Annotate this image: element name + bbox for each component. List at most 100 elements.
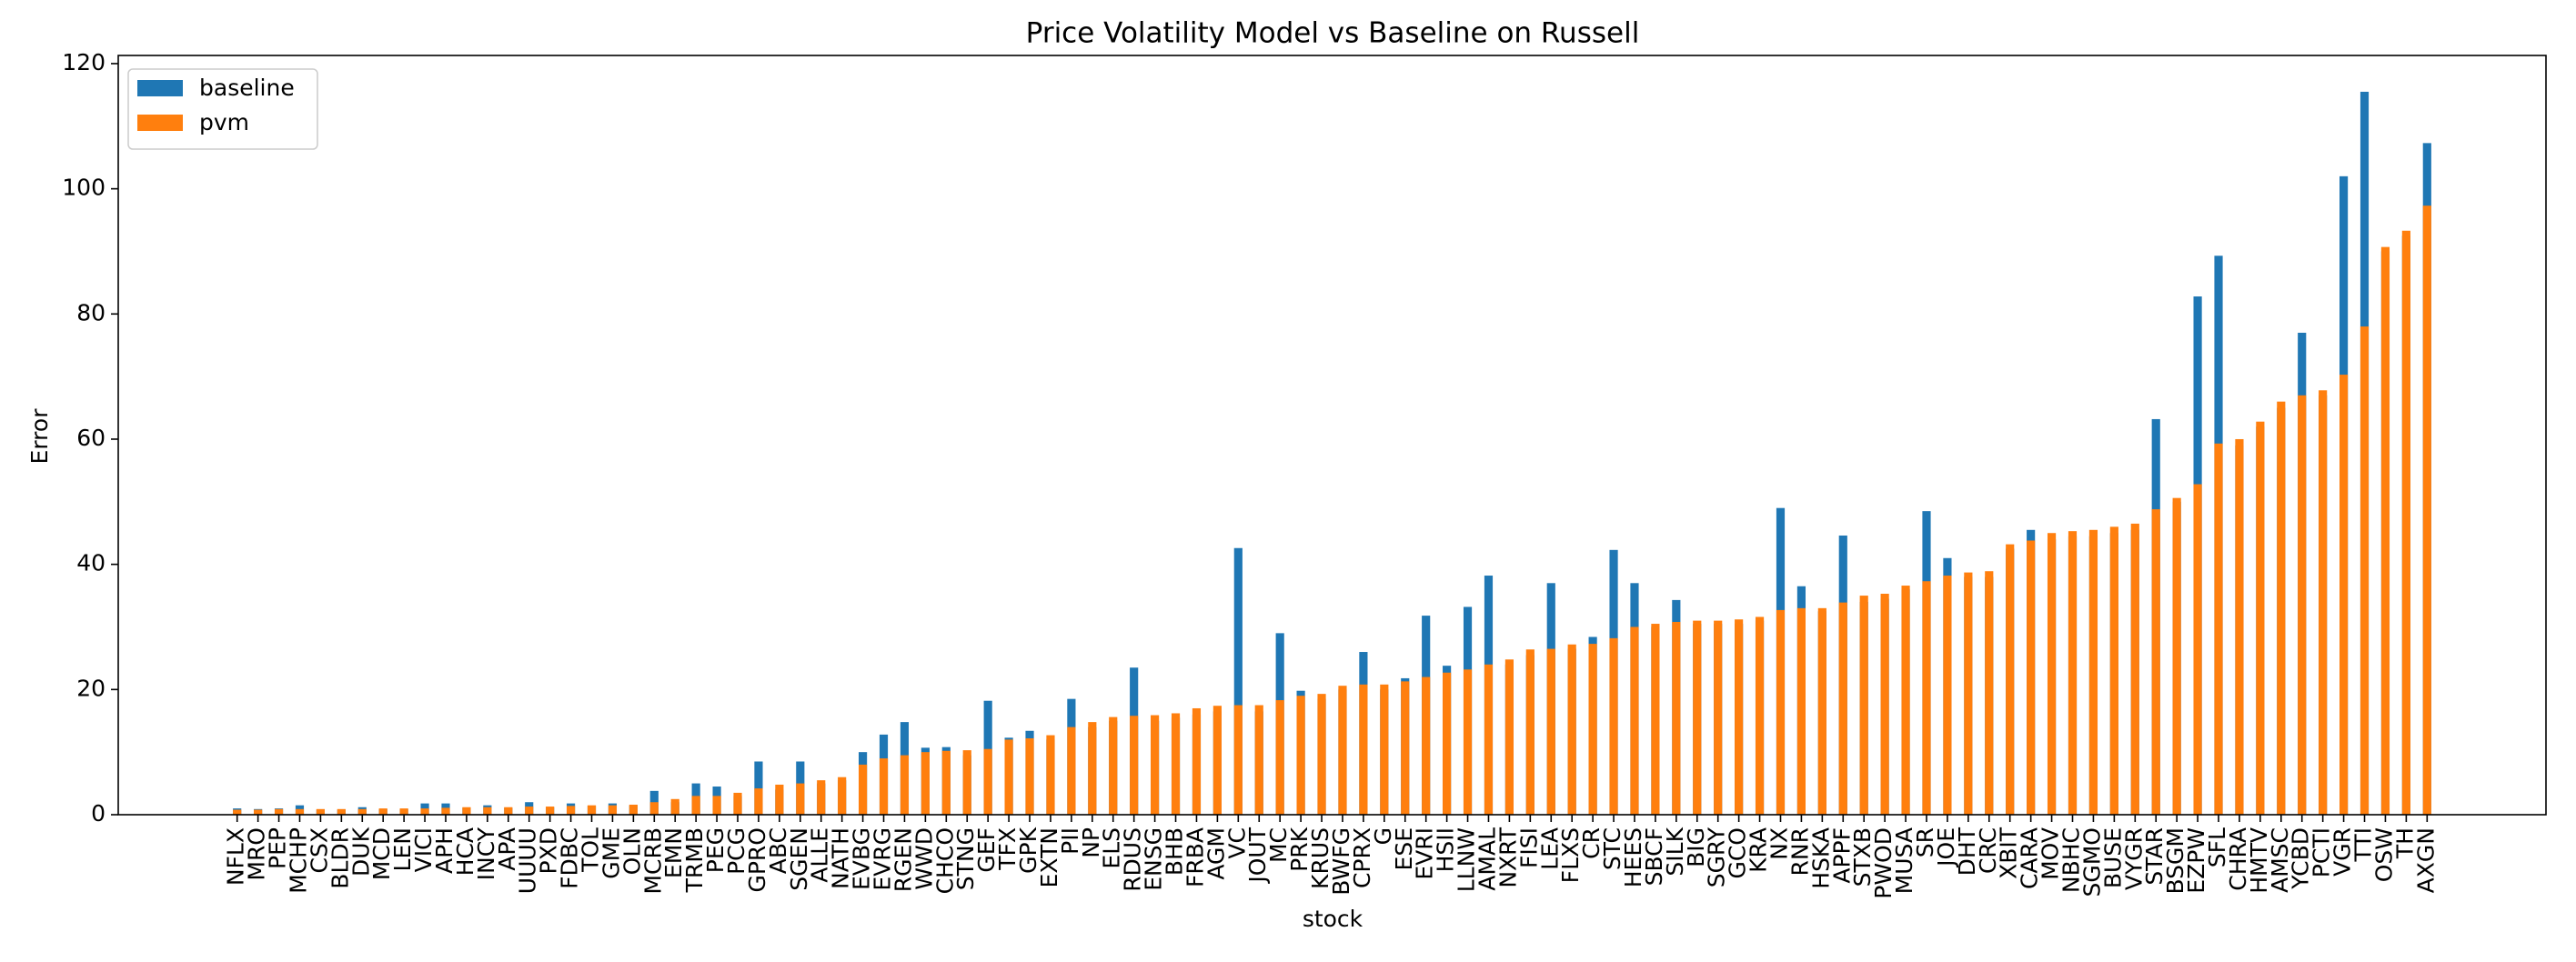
x-tick-label: CR: [1578, 827, 1605, 859]
x-tick-label: SFL: [2204, 827, 2230, 867]
bar: [608, 805, 618, 815]
x-tick-label: APA: [494, 827, 520, 871]
bar: [962, 750, 971, 815]
x-tick-label: NX: [1766, 827, 1792, 860]
bar: [1359, 684, 1368, 815]
x-tick-label: GPRO: [744, 827, 770, 893]
bar: [1463, 669, 1473, 815]
bar: [2214, 443, 2223, 815]
x-tick-label: HMTV: [2246, 827, 2272, 894]
bar: [420, 808, 429, 815]
bar: [838, 777, 847, 815]
x-tick-label: STC: [1599, 827, 1625, 870]
x-tick-label: ELS: [1099, 827, 1125, 869]
x-tick-label: CSX: [306, 827, 332, 873]
bar: [1380, 684, 1389, 815]
bar: [378, 808, 387, 815]
x-tick-label: XBIT: [1996, 827, 2022, 879]
bar: [483, 807, 492, 815]
bar: [1651, 624, 1660, 815]
x-tick-label: DUK: [347, 827, 374, 877]
axes-frame: [117, 55, 2547, 816]
x-tick-label: OSW: [2370, 827, 2397, 882]
plot-area: 020406080100120NFLXMROPEPMCHPCSXBLDRDUKM…: [62, 49, 2439, 899]
x-tick-label: TH: [2391, 827, 2418, 859]
x-tick-label: INCY: [473, 827, 499, 880]
y-tick-label: 80: [76, 299, 106, 326]
x-tick-label: RGEN: [890, 827, 916, 892]
bar: [546, 807, 555, 815]
x-tick-label: FDBC: [557, 827, 583, 889]
bar: [1046, 735, 1055, 815]
bar: [1484, 664, 1494, 815]
bar: [900, 755, 910, 815]
x-tick-label: HSKA: [1807, 827, 1834, 889]
bar: [2380, 246, 2390, 815]
bar: [1817, 607, 1826, 815]
x-tick-label: CARA: [2017, 827, 2043, 889]
y-tick-label: 120: [62, 49, 106, 75]
bar: [1233, 547, 1243, 815]
x-tick-label: KRA: [1746, 827, 1772, 873]
x-tick-label: ALLE: [807, 827, 833, 883]
bar: [462, 807, 471, 815]
x-tick-label: STXB: [1849, 827, 1876, 887]
bar: [1588, 644, 1597, 815]
x-tick-label: NP: [1078, 827, 1104, 858]
x-tick-label: EVRI: [1412, 827, 1438, 880]
x-tick-label: NFLX: [223, 827, 249, 886]
x-tick-label: SBCF: [1641, 827, 1667, 886]
x-tick-label: LLNW: [1454, 827, 1480, 892]
bar: [754, 761, 763, 815]
bar: [1546, 648, 1555, 815]
y-axis-label: Error: [26, 408, 53, 465]
x-tick-label: OLN: [619, 827, 645, 875]
bar: [1109, 716, 1118, 815]
x-tick-label: ESE: [1391, 827, 1417, 870]
bar: [1213, 706, 1222, 815]
legend-label: baseline: [199, 75, 295, 101]
bar: [1296, 696, 1305, 815]
x-tick-label: PWOD: [1870, 827, 1897, 899]
x-tick-label: TFX: [994, 827, 1021, 871]
x-tick-label: EZPW: [2183, 827, 2209, 894]
bar: [1254, 705, 1263, 815]
x-tick-label: AXGN: [2412, 827, 2439, 893]
bar: [1776, 609, 1786, 815]
bar: [1630, 626, 1639, 815]
bar: [817, 780, 826, 815]
x-tick-label: PXD: [536, 827, 562, 874]
x-tick-label: HCA: [452, 827, 478, 876]
bar: [1233, 705, 1243, 815]
x-tick-label: FRBA: [1182, 827, 1208, 887]
bar: [629, 804, 638, 815]
x-tick-label: MCHP: [285, 827, 311, 894]
bar: [670, 798, 679, 815]
x-tick-label: MOV: [2038, 827, 2064, 880]
x-tick-label: CHCO: [931, 827, 958, 894]
y-tick-label: 60: [76, 425, 106, 451]
bar: [2339, 375, 2349, 815]
bar: [1317, 694, 1326, 815]
bar: [1130, 716, 1139, 815]
x-tick-label: FLXS: [1557, 827, 1584, 883]
bar: [2047, 533, 2057, 815]
x-tick-label: PEG: [702, 827, 729, 873]
x-tick-label: LEA: [1536, 827, 1563, 870]
bar: [2151, 509, 2160, 815]
bar: [2109, 526, 2118, 815]
x-tick-label: BLDR: [327, 827, 353, 889]
bar: [2277, 401, 2286, 815]
x-tick-label: SGMO: [2078, 827, 2105, 897]
chart-title: Price Volatility Model vs Baseline on Ru…: [1026, 17, 1640, 50]
x-tick-label: MC: [1265, 827, 1292, 863]
x-tick-label: KRUS: [1307, 827, 1333, 889]
y-tick-label: 0: [91, 800, 106, 827]
bar: [1922, 581, 1931, 815]
x-tick-label: MCD: [368, 827, 395, 880]
x-tick-label: PEP: [265, 827, 291, 869]
x-tick-label: DHT: [1954, 827, 1980, 876]
bar: [2422, 205, 2431, 816]
bar: [1275, 700, 1284, 815]
x-tick-label: YCBD: [2288, 827, 2314, 890]
